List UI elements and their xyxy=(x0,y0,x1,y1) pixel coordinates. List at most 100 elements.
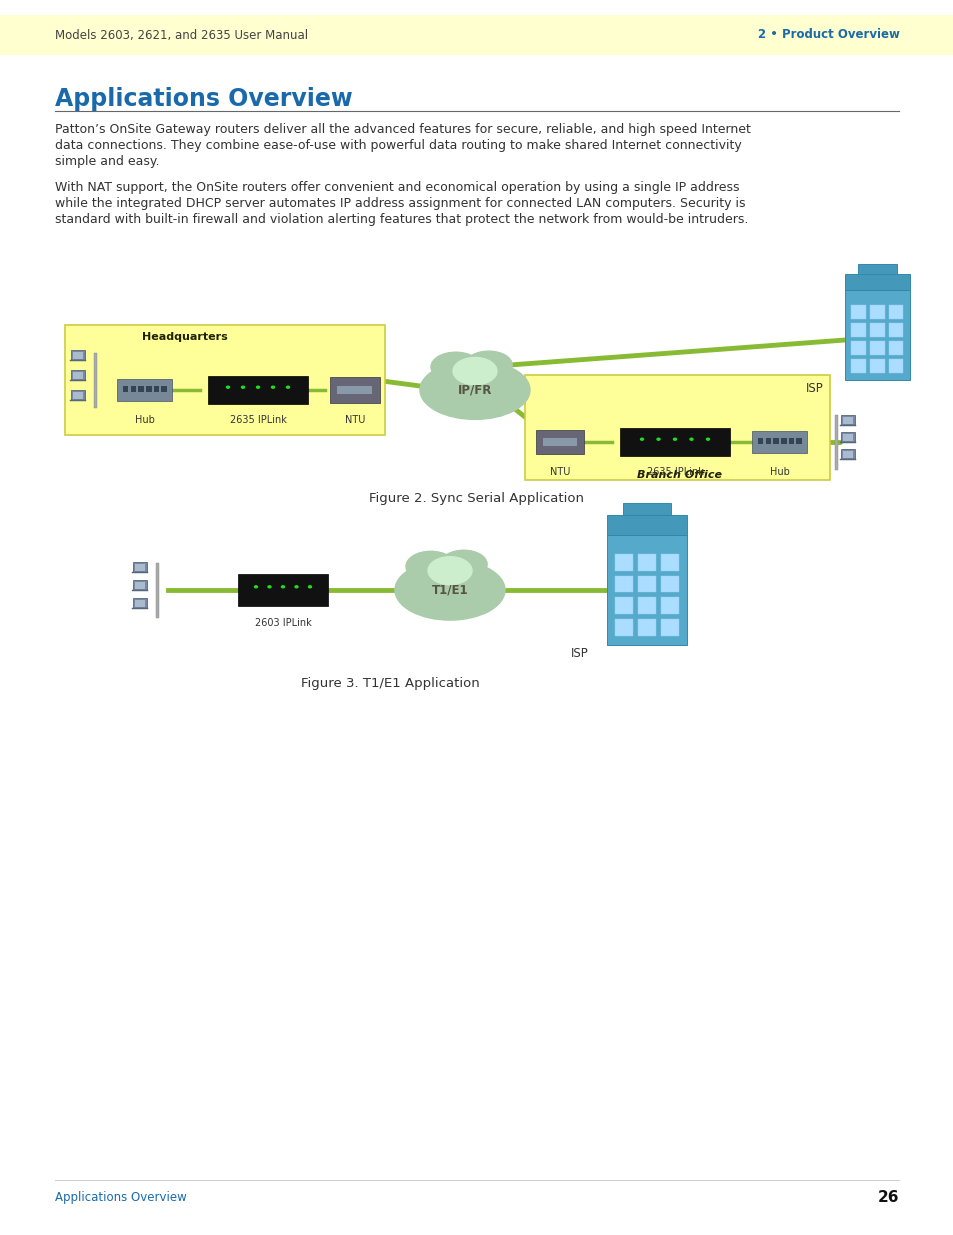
Bar xyxy=(841,448,854,459)
Bar xyxy=(132,598,147,608)
Bar xyxy=(888,359,902,373)
Ellipse shape xyxy=(465,351,512,378)
Bar xyxy=(841,415,854,425)
Bar xyxy=(524,375,829,480)
Bar xyxy=(781,437,786,445)
Bar xyxy=(132,608,149,609)
Bar xyxy=(842,433,852,441)
Ellipse shape xyxy=(254,585,257,588)
Text: 2 • Product Overview: 2 • Product Overview xyxy=(758,28,899,42)
Bar xyxy=(208,375,308,404)
Bar xyxy=(660,553,679,571)
Bar xyxy=(161,385,167,393)
Ellipse shape xyxy=(256,387,259,388)
Bar xyxy=(839,442,856,443)
Bar xyxy=(839,458,856,461)
Bar xyxy=(660,576,679,593)
Ellipse shape xyxy=(657,438,659,440)
Ellipse shape xyxy=(673,438,676,440)
Bar xyxy=(841,431,854,442)
Ellipse shape xyxy=(268,585,271,588)
Bar xyxy=(536,430,583,454)
Bar xyxy=(132,590,149,592)
Bar xyxy=(153,385,159,393)
Text: With NAT support, the OnSite routers offer convenient and economical operation b: With NAT support, the OnSite routers off… xyxy=(55,182,739,194)
Bar xyxy=(638,598,656,614)
Ellipse shape xyxy=(490,374,525,398)
Bar xyxy=(94,352,97,408)
Bar xyxy=(758,437,762,445)
Bar xyxy=(131,385,136,393)
Bar xyxy=(156,562,159,618)
Bar xyxy=(615,576,632,593)
Bar xyxy=(619,429,729,456)
Ellipse shape xyxy=(428,557,472,584)
Ellipse shape xyxy=(422,375,460,400)
Bar xyxy=(851,341,865,354)
Bar xyxy=(70,400,87,401)
Text: Figure 2. Sync Serial Application: Figure 2. Sync Serial Application xyxy=(369,492,584,505)
Bar xyxy=(839,425,856,426)
Text: Applications Overview: Applications Overview xyxy=(55,1191,187,1203)
Bar xyxy=(71,369,85,380)
Bar xyxy=(135,600,145,606)
Text: data connections. They combine ease-of-use with powerful data routing to make sh: data connections. They combine ease-of-u… xyxy=(55,140,741,152)
Ellipse shape xyxy=(406,551,455,582)
Bar xyxy=(330,377,379,403)
Ellipse shape xyxy=(281,585,284,588)
Bar xyxy=(660,620,679,636)
Bar xyxy=(138,385,144,393)
Bar xyxy=(869,341,883,354)
Ellipse shape xyxy=(286,387,289,388)
Text: T1/E1: T1/E1 xyxy=(432,583,468,597)
Text: 2635 IPLink: 2635 IPLink xyxy=(230,415,286,425)
Bar xyxy=(851,324,865,337)
Bar xyxy=(660,598,679,614)
Text: Hub: Hub xyxy=(769,467,789,477)
Bar xyxy=(844,274,909,290)
Bar xyxy=(851,359,865,373)
Bar xyxy=(788,437,794,445)
Bar xyxy=(888,341,902,354)
Ellipse shape xyxy=(419,361,530,420)
Bar xyxy=(237,574,328,606)
Ellipse shape xyxy=(465,574,500,598)
Bar xyxy=(135,563,145,571)
Text: Hub: Hub xyxy=(135,415,154,425)
Bar xyxy=(638,553,656,571)
Bar xyxy=(123,385,129,393)
Bar xyxy=(71,350,85,359)
Bar xyxy=(606,535,686,645)
Bar xyxy=(622,504,670,515)
Bar xyxy=(117,379,172,401)
Bar xyxy=(615,598,632,614)
Text: Applications Overview: Applications Overview xyxy=(55,86,353,111)
Text: 2635 IPLink: 2635 IPLink xyxy=(646,467,702,477)
Bar xyxy=(132,579,147,590)
Bar xyxy=(146,385,152,393)
Text: 26: 26 xyxy=(877,1189,898,1204)
Bar xyxy=(65,325,385,435)
Text: ISP: ISP xyxy=(571,647,588,659)
Text: NTU: NTU xyxy=(549,467,570,477)
Text: ISP: ISP xyxy=(805,382,823,395)
Bar xyxy=(888,305,902,319)
Bar xyxy=(835,415,838,469)
Bar xyxy=(71,389,85,400)
Bar xyxy=(542,438,577,446)
Bar xyxy=(73,391,83,399)
Ellipse shape xyxy=(440,551,487,578)
Bar xyxy=(842,416,852,424)
Bar xyxy=(638,576,656,593)
Text: NTU: NTU xyxy=(344,415,365,425)
Bar xyxy=(796,437,801,445)
Bar xyxy=(0,15,953,56)
Text: IP/FR: IP/FR xyxy=(457,384,492,396)
Text: while the integrated DHCP server automates IP address assignment for connected L: while the integrated DHCP server automat… xyxy=(55,198,744,210)
Bar xyxy=(606,515,686,535)
Ellipse shape xyxy=(689,438,692,440)
Ellipse shape xyxy=(706,438,709,440)
Ellipse shape xyxy=(397,576,436,600)
Bar xyxy=(638,620,656,636)
Bar xyxy=(615,620,632,636)
